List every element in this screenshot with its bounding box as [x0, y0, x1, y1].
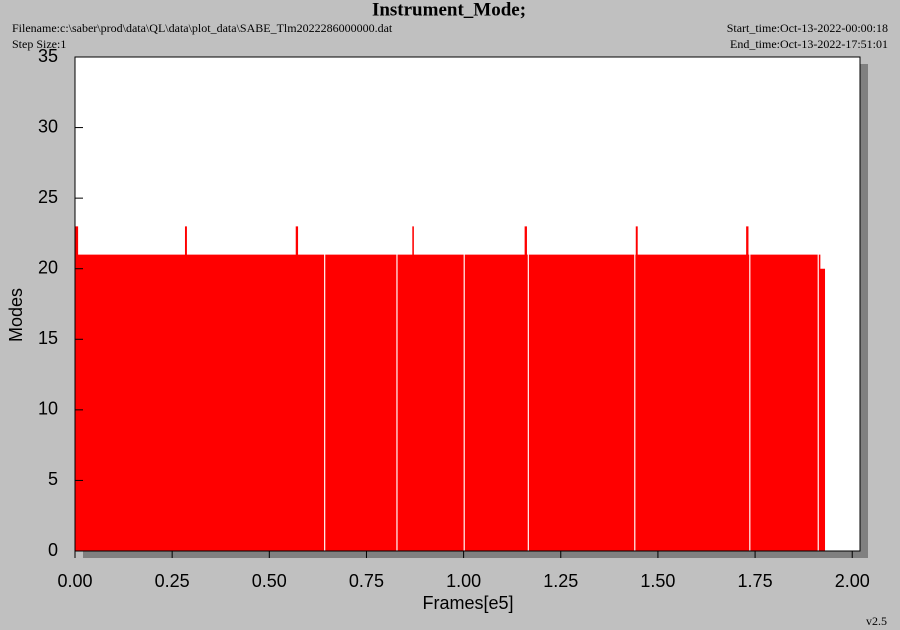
y-tick-label: 25	[38, 187, 58, 207]
y-tick-label: 10	[38, 399, 58, 419]
y-tick-label: 0	[48, 540, 58, 560]
x-tick-label: 0.00	[57, 571, 92, 591]
chart-title: Instrument_Mode;	[372, 0, 526, 20]
version: v2.5	[866, 614, 887, 628]
x-tick-label: 1.75	[738, 571, 773, 591]
y-tick-label: 15	[38, 328, 58, 348]
mode-area	[75, 226, 826, 551]
start-time: Start_time:Oct-13-2022-00:00:18	[727, 21, 888, 35]
y-axis-label: Modes	[6, 288, 26, 342]
end-time: End_time:Oct-13-2022-17:51:01	[730, 37, 888, 51]
y-tick-label: 35	[38, 46, 58, 66]
x-tick-label: 1.00	[446, 571, 481, 591]
x-tick-label: 1.25	[543, 571, 578, 591]
x-tick-label: 0.75	[349, 571, 384, 591]
y-tick-label: 30	[38, 116, 58, 136]
step-size: Step Size:1	[12, 37, 66, 51]
plot-border	[74, 56, 861, 552]
x-axis-label: Frames[e5]	[422, 593, 513, 613]
x-tick-label: 0.50	[252, 571, 287, 591]
y-tick-label: 5	[48, 469, 58, 489]
x-tick-label: 2.00	[835, 571, 870, 591]
y-tick-label: 20	[38, 257, 58, 277]
x-tick-label: 1.50	[640, 571, 675, 591]
x-tick-label: 0.25	[155, 571, 190, 591]
filename: Filename:c:\saber\prod\data\QL\data\plot…	[12, 21, 393, 35]
